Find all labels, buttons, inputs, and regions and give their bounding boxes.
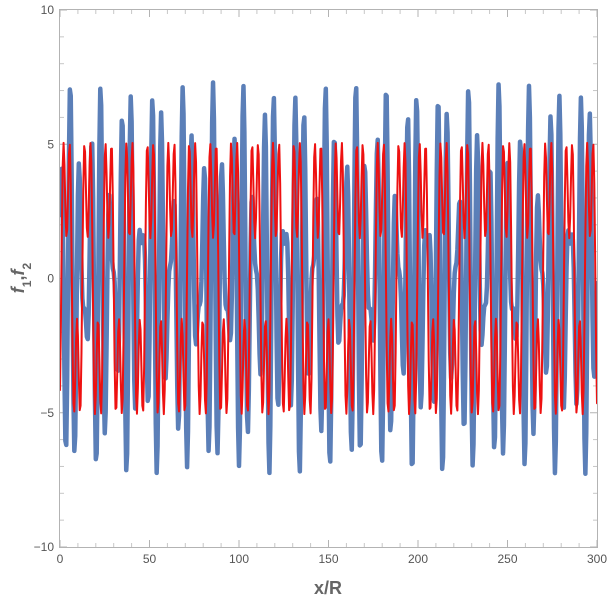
y-axis-title-subscript: 1 bbox=[20, 280, 34, 287]
x-tick-labels: 0 50 100 150 200 250 300 bbox=[57, 552, 608, 566]
y-tick-label: −10 bbox=[34, 540, 55, 554]
series-line-2 bbox=[60, 141, 597, 416]
x-tick-label: 200 bbox=[408, 552, 428, 566]
plot-frame bbox=[59, 9, 598, 548]
x-tick-label: 50 bbox=[143, 552, 157, 566]
x-axis-title: x/R bbox=[314, 578, 342, 598]
y-axis-title-part: , bbox=[8, 275, 28, 280]
x-tick-label: 250 bbox=[497, 552, 517, 566]
x-tick-label: 300 bbox=[587, 552, 607, 566]
y-tick-label: −5 bbox=[40, 406, 54, 420]
series-layer bbox=[60, 80, 597, 476]
y-axis-title-part: f bbox=[8, 285, 28, 293]
x-axis-ticks bbox=[59, 10, 598, 547]
y-tick-label: 5 bbox=[47, 137, 54, 151]
y-tick-label: 10 bbox=[41, 3, 55, 17]
y-tick-labels: −10 −5 0 5 10 bbox=[34, 3, 55, 554]
y-axis-title: f1,f2 bbox=[8, 262, 34, 293]
y-axis-title-subscript: 2 bbox=[20, 262, 34, 269]
y-tick-label: 0 bbox=[47, 272, 54, 286]
x-tick-label: 100 bbox=[229, 552, 249, 566]
y-axis-title-part: f bbox=[8, 267, 28, 275]
x-tick-label: 150 bbox=[318, 552, 338, 566]
x-tick-label: 0 bbox=[57, 552, 64, 566]
series-line-1 bbox=[60, 80, 597, 476]
